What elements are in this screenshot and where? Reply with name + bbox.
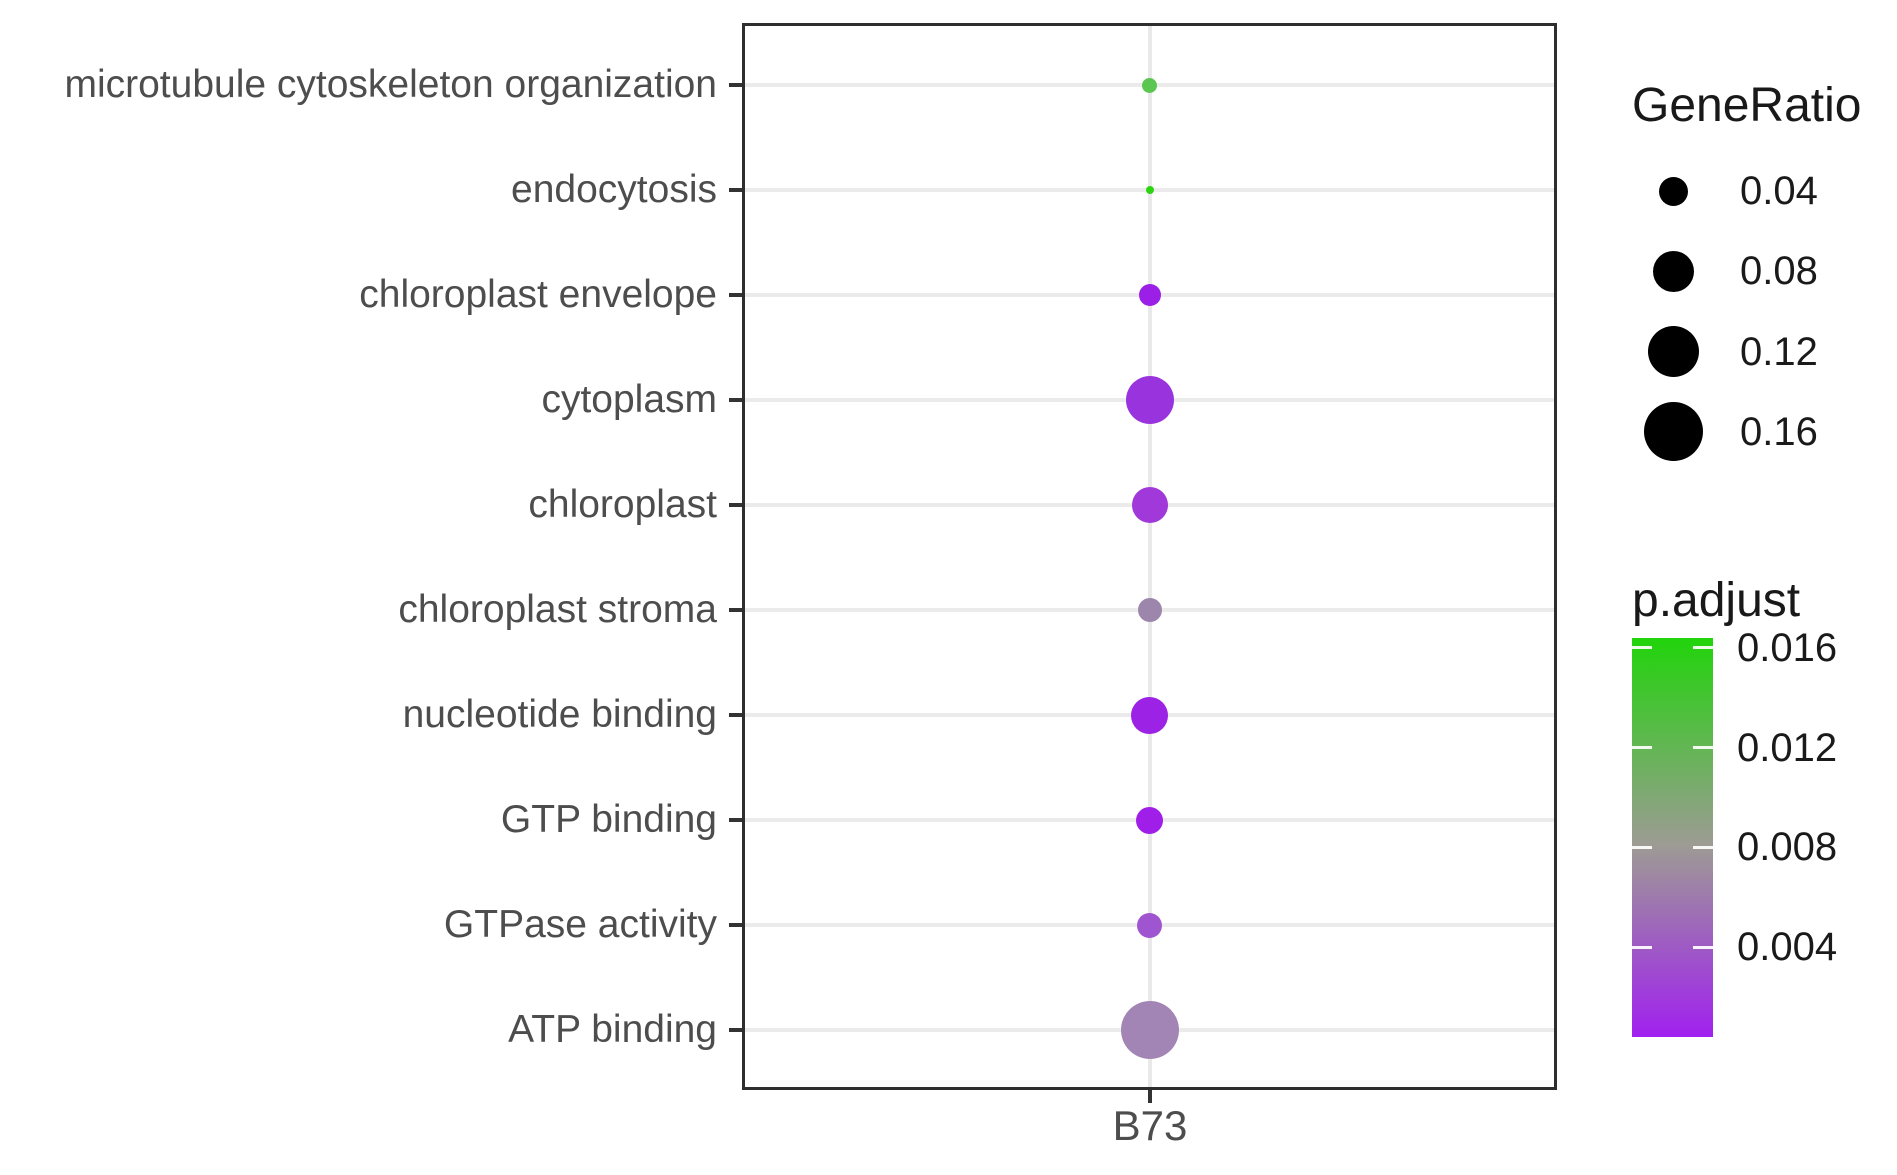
y-axis-label-microtubule-cytoskeleton-organization: microtubule cytoskeleton organization	[64, 63, 717, 106]
p-adjust-tick-mark-left	[1632, 845, 1652, 849]
x-axis-tick	[1148, 1090, 1152, 1103]
y-axis-tick	[729, 293, 742, 297]
gene-ratio-legend-dot-0.08	[1652, 250, 1694, 292]
dot-microtubule-cytoskeleton-organization	[1142, 77, 1157, 93]
x-axis-label: B73	[1112, 1102, 1188, 1149]
p-adjust-colorbar	[1632, 638, 1713, 1037]
p-adjust-tick-mark-right	[1693, 845, 1713, 849]
y-axis-tick	[729, 923, 742, 927]
dot-atp-binding	[1120, 1001, 1179, 1059]
y-axis-tick	[729, 818, 742, 822]
p-adjust-tick-mark-right	[1693, 945, 1713, 949]
dot-chloroplast-envelope	[1138, 284, 1161, 306]
p-adjust-tick-mark-left	[1632, 945, 1652, 949]
dot-chloroplast-stroma	[1137, 598, 1162, 622]
dot-nucleotide-binding	[1131, 696, 1168, 734]
y-axis-label-chloroplast: chloroplast	[528, 483, 717, 526]
dot-chloroplast	[1131, 487, 1168, 523]
p-adjust-tick-mark-right	[1693, 646, 1713, 650]
y-axis-label-chloroplast-stroma: chloroplast stroma	[398, 588, 717, 631]
gene-ratio-legend-label-0.16: 0.16	[1740, 409, 1818, 454]
y-axis-label-atp-binding: ATP binding	[508, 1008, 717, 1051]
gene-ratio-legend-dot-0.04	[1658, 176, 1688, 206]
dot-cytoplasm	[1125, 376, 1174, 424]
vertical-gridline	[1147, 26, 1152, 1087]
y-axis-tick	[729, 83, 742, 87]
y-axis-tick	[729, 398, 742, 402]
p-adjust-tick-mark-left	[1632, 646, 1652, 650]
dot-endocytosis	[1145, 186, 1154, 194]
y-axis-tick	[729, 503, 742, 507]
y-axis-tick	[729, 1028, 742, 1032]
p-adjust-tick-label-0.012: 0.012	[1737, 725, 1838, 770]
dot-gtpase-activity	[1137, 912, 1162, 938]
p-adjust-tick-label-0.016: 0.016	[1737, 625, 1838, 670]
y-axis-label-cytoplasm: cytoplasm	[541, 378, 717, 421]
gene-ratio-legend-label-0.12: 0.12	[1740, 329, 1818, 374]
p-adjust-tick-label-0.008: 0.008	[1737, 825, 1838, 870]
y-axis-label-gtp-binding: GTP binding	[500, 798, 717, 841]
gene-ratio-legend-title: GeneRatio	[1632, 79, 1862, 132]
y-axis-tick	[729, 713, 742, 717]
gene-ratio-legend-label-0.04: 0.04	[1740, 169, 1818, 213]
y-axis-tick	[729, 188, 742, 192]
y-axis-tick	[729, 608, 742, 612]
y-axis-label-gtpase-activity: GTPase activity	[443, 903, 717, 946]
y-axis-label-nucleotide-binding: nucleotide binding	[402, 693, 717, 736]
p-adjust-legend-title: p.adjust	[1632, 574, 1801, 627]
gene-ratio-legend-label-0.08: 0.08	[1740, 249, 1818, 294]
p-adjust-tick-mark-left	[1632, 746, 1652, 750]
p-adjust-tick-mark-right	[1693, 746, 1713, 750]
gene-ratio-legend-dot-0.16	[1643, 402, 1703, 462]
dot-gtp-binding	[1136, 806, 1163, 834]
p-adjust-tick-label-0.004: 0.004	[1737, 925, 1838, 970]
gene-ratio-legend-dot-0.12	[1647, 326, 1699, 378]
y-axis-label-chloroplast-envelope: chloroplast envelope	[359, 273, 717, 316]
y-axis-label-endocytosis: endocytosis	[511, 168, 717, 211]
